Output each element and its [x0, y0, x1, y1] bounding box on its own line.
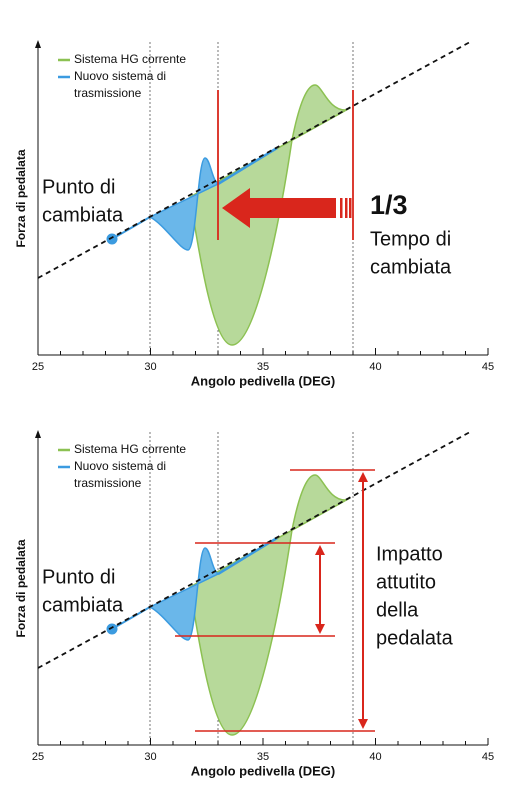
x-tick-label: 40: [369, 751, 381, 763]
point-label: Punto di: [42, 566, 115, 588]
trend-line: [37, 41, 471, 279]
y-axis-arrow: [35, 40, 41, 48]
arrow-stripe: [345, 198, 348, 218]
chart: 25 30 35 40 45 Angolo pedivella (DEG) Forza di…: [14, 430, 494, 778]
x-tick-label: 35: [257, 751, 269, 763]
y-axis-label: Forza di pedalata: [14, 149, 28, 247]
y-axis-label: Forza di pedalata: [14, 539, 28, 637]
x-tick-label: 35: [257, 361, 269, 373]
x-axis-label: Angolo pedivella (DEG): [191, 373, 335, 388]
point-label: Punto di: [42, 176, 115, 198]
annotation: Impatto: [376, 543, 443, 565]
shift-point: [106, 623, 118, 635]
legend-label: trasmissione: [74, 476, 142, 490]
arrow-stripe: [340, 198, 343, 218]
green-area: [189, 474, 351, 736]
point-label: cambiata: [42, 594, 124, 616]
blue-line: [217, 536, 278, 576]
annotation: Tempo di: [370, 228, 451, 250]
blue-area: [148, 157, 220, 251]
x-tick-label: 45: [482, 361, 494, 373]
x-tick-label: 45: [482, 751, 494, 763]
red-arrow: [222, 188, 336, 228]
blue-area: [148, 547, 220, 641]
legend-label: Sistema HG corrente: [74, 52, 186, 66]
legend-label: trasmissione: [74, 86, 142, 100]
x-axis-label: Angolo pedivella (DEG): [191, 763, 335, 778]
annotation: pedalata: [376, 627, 454, 649]
x-tick-label: 25: [32, 751, 44, 763]
x-tick-label: 40: [369, 361, 381, 373]
arrow-stripe: [349, 198, 352, 218]
point-label: cambiata: [42, 204, 124, 226]
y-axis-arrow: [35, 430, 41, 438]
fraction: 1/3: [370, 190, 408, 220]
shift-point: [106, 233, 118, 245]
x-tick-label: 30: [144, 361, 156, 373]
legend-label: Nuovo sistema di: [74, 69, 166, 83]
x-tick-label: 25: [32, 361, 44, 373]
blue-line: [217, 146, 278, 186]
trend-line: [37, 431, 471, 669]
legend-label: Sistema HG corrente: [74, 442, 186, 456]
annotation: della: [376, 599, 419, 621]
chart: 25 30 35 40 45 Angolo pedivella (DEG) Forza di…: [14, 40, 494, 388]
annotation: cambiata: [370, 256, 452, 278]
legend-label: Nuovo sistema di: [74, 459, 166, 473]
x-tick-label: 30: [144, 751, 156, 763]
annotation: attutito: [376, 571, 436, 593]
